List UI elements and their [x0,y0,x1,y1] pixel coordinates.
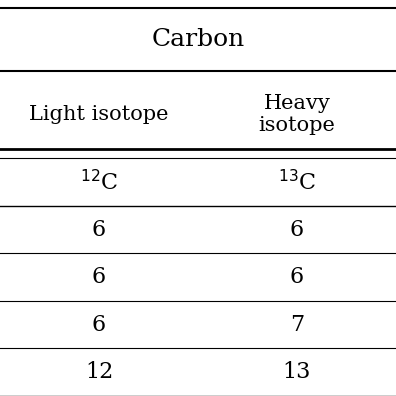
Text: $^{12}$C: $^{12}$C [80,169,118,195]
Text: Carbon: Carbon [151,28,245,51]
Text: 6: 6 [92,314,106,336]
Text: 6: 6 [290,219,304,241]
Text: 6: 6 [290,266,304,288]
Text: $^{13}$C: $^{13}$C [278,169,316,195]
Text: 6: 6 [92,219,106,241]
Text: Heavy
isotope: Heavy isotope [259,94,335,135]
Text: 6: 6 [92,266,106,288]
Text: 7: 7 [290,314,304,336]
Text: 13: 13 [283,361,311,383]
Text: 12: 12 [85,361,113,383]
Text: Light isotope: Light isotope [29,105,169,124]
